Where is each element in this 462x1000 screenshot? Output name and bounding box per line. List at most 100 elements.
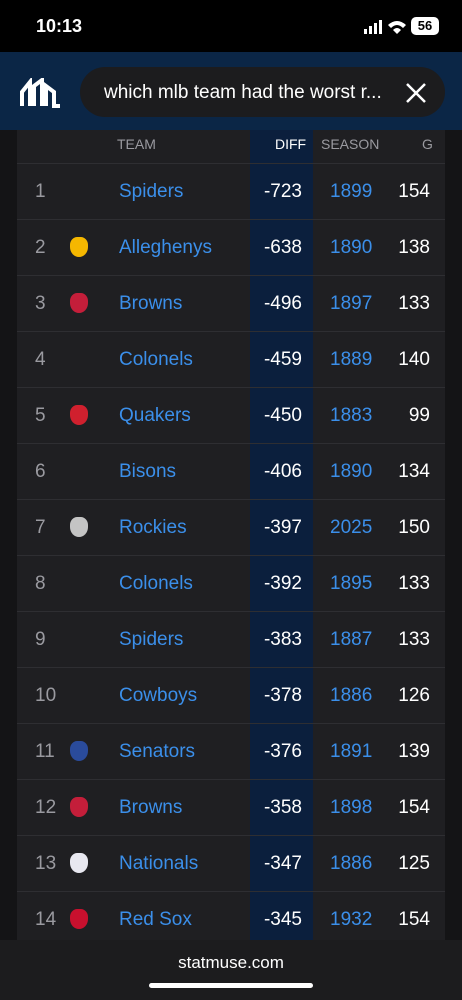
team-name[interactable]: Browns — [119, 293, 183, 314]
diff: -406 — [263, 461, 302, 482]
logo[interactable] — [20, 78, 62, 108]
team-logo — [70, 741, 88, 761]
team-logo — [70, 853, 88, 873]
team-name[interactable]: Rockies — [119, 517, 187, 538]
rank: 2 — [35, 237, 46, 258]
games: 154 — [398, 909, 430, 930]
team-name[interactable]: Bisons — [119, 461, 177, 482]
rank: 7 — [35, 517, 46, 538]
team-logo — [70, 909, 88, 929]
home-indicator — [149, 983, 313, 988]
team-name[interactable]: Senators — [119, 741, 196, 762]
diff: -638 — [263, 237, 302, 258]
header-g[interactable]: G — [422, 136, 433, 152]
table-row: 5 Quakers -450 1883 99 — [17, 387, 445, 443]
season[interactable]: 2025 — [330, 517, 373, 538]
season[interactable]: 1886 — [330, 853, 373, 874]
table-row: 9 Spiders -383 1887 133 — [17, 611, 445, 667]
table-row: 14 Red Sox -345 1932 154 — [17, 891, 445, 947]
season[interactable]: 1883 — [330, 405, 373, 426]
games: 140 — [398, 349, 430, 370]
team-logo — [70, 293, 88, 313]
team-logo — [70, 797, 88, 817]
diff: -383 — [263, 629, 302, 650]
header-team[interactable]: TEAM — [117, 136, 156, 152]
team-logo — [70, 517, 88, 537]
table-row: 7 Rockies -397 2025 150 — [17, 499, 445, 555]
rank: 5 — [35, 405, 46, 426]
season[interactable]: 1897 — [330, 293, 373, 314]
table-row: 3 Browns -496 1897 133 — [17, 275, 445, 331]
season[interactable]: 1890 — [330, 237, 373, 258]
diff: -450 — [263, 405, 302, 426]
table-row: 6 Bisons -406 1890 134 — [17, 443, 445, 499]
team-name[interactable]: Nationals — [119, 853, 199, 874]
header-season[interactable]: SEASON — [321, 136, 380, 152]
diff: -376 — [263, 741, 302, 762]
team-name[interactable]: Quakers — [119, 405, 191, 426]
games: 126 — [398, 685, 430, 706]
games: 133 — [398, 629, 430, 650]
table-row: 12 Browns -358 1898 154 — [17, 779, 445, 835]
rank: 1 — [35, 181, 46, 202]
diff: -392 — [263, 573, 302, 594]
diff: -723 — [263, 181, 302, 202]
games: 99 — [408, 405, 430, 426]
season[interactable]: 1887 — [330, 629, 373, 650]
header-diff[interactable]: DIFF — [275, 136, 307, 152]
season[interactable]: 1891 — [330, 741, 373, 762]
season[interactable]: 1895 — [330, 573, 373, 594]
rank: 4 — [35, 349, 46, 370]
games: 154 — [398, 181, 430, 202]
rank: 14 — [35, 909, 57, 930]
diff: -397 — [263, 517, 302, 538]
table-row: 13 Nationals -347 1886 125 — [17, 835, 445, 891]
games: 154 — [398, 797, 430, 818]
games: 150 — [398, 517, 430, 538]
team-name[interactable]: Browns — [119, 797, 183, 818]
search-box[interactable] — [80, 67, 445, 117]
table-row: 1 Spiders -723 1899 154 — [17, 163, 445, 219]
diff: -378 — [263, 685, 302, 706]
games: 133 — [398, 573, 430, 594]
site-url[interactable]: statmuse.com — [178, 953, 284, 972]
clock: 10:13 — [36, 16, 83, 36]
rank: 11 — [35, 741, 55, 762]
rank: 13 — [35, 853, 57, 874]
signal-wifi-icons — [364, 20, 406, 34]
status-bar — [0, 0, 462, 52]
search-query[interactable]: which mlb team had the worst r... — [104, 82, 382, 103]
season[interactable]: 1932 — [330, 909, 373, 930]
team-name[interactable]: Red Sox — [119, 909, 192, 930]
season[interactable]: 1890 — [330, 461, 373, 482]
team-name[interactable]: Colonels — [119, 573, 193, 594]
team-name[interactable]: Cowboys — [119, 685, 198, 706]
team-name[interactable]: Spiders — [119, 629, 184, 650]
team-logo — [70, 405, 88, 425]
games: 139 — [398, 741, 430, 762]
games: 125 — [398, 853, 430, 874]
battery: 56 — [411, 17, 439, 35]
team-name[interactable]: Spiders — [119, 181, 184, 202]
games: 138 — [398, 237, 430, 258]
season[interactable]: 1899 — [330, 181, 373, 202]
table-row: 2 Alleghenys -638 1890 138 — [17, 219, 445, 275]
footer — [0, 940, 462, 1000]
season[interactable]: 1889 — [330, 349, 373, 370]
team-logo — [70, 237, 88, 257]
season[interactable]: 1898 — [330, 797, 373, 818]
rank: 6 — [35, 461, 46, 482]
team-name[interactable]: Colonels — [119, 349, 193, 370]
diff-column-highlight — [250, 130, 313, 940]
rank: 9 — [35, 629, 46, 650]
clear-button[interactable] — [405, 82, 427, 104]
diff: -347 — [263, 853, 302, 874]
season[interactable]: 1886 — [330, 685, 373, 706]
games: 134 — [398, 461, 430, 482]
diff: -459 — [263, 349, 302, 370]
diff: -496 — [263, 293, 302, 314]
rank: 12 — [35, 797, 57, 818]
team-name[interactable]: Alleghenys — [119, 237, 212, 258]
diff: -358 — [263, 797, 302, 818]
